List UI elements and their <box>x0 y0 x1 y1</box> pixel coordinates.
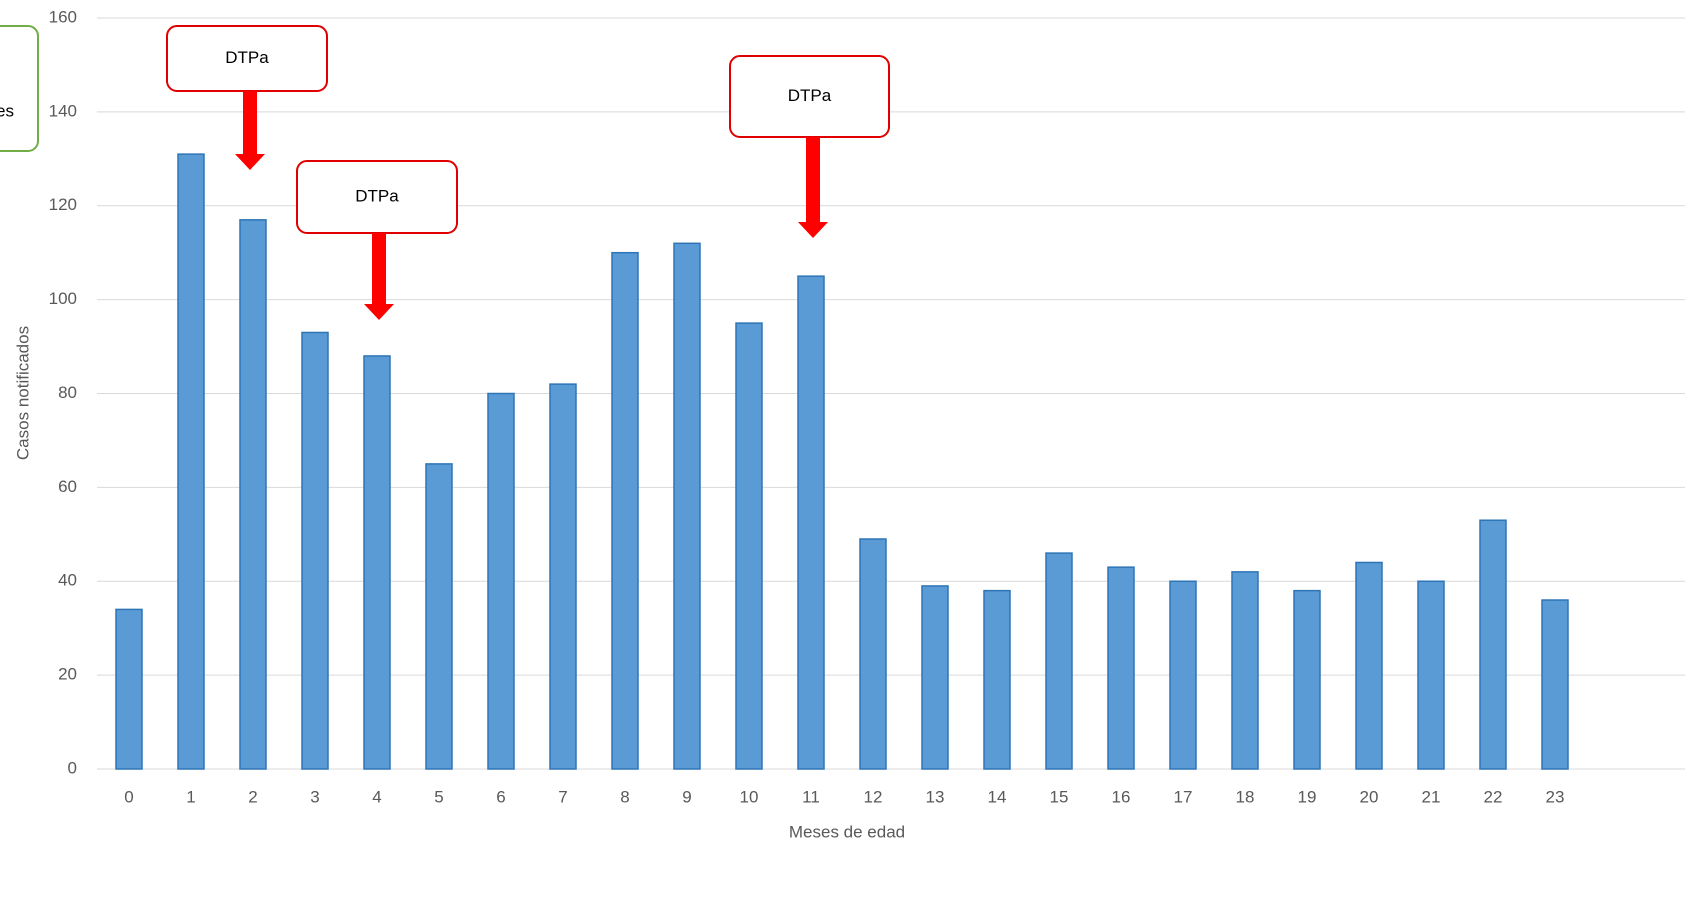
y-tick-label: 120 <box>49 195 77 214</box>
annotation-arrow <box>235 91 265 170</box>
bar <box>239 219 267 770</box>
bar <box>549 383 577 770</box>
annotation-arrow <box>798 137 828 238</box>
bar <box>921 585 949 770</box>
x-tick-label: 19 <box>1298 787 1317 806</box>
bar <box>735 322 763 770</box>
x-tick-label: 10 <box>740 787 759 806</box>
bar <box>425 463 453 770</box>
x-tick-label: 7 <box>558 787 567 806</box>
x-tick-label: 20 <box>1360 787 1379 806</box>
x-axis-title: Meses de edad <box>789 822 905 841</box>
bar <box>363 355 391 770</box>
bar <box>1231 571 1259 770</box>
bar <box>1479 519 1507 770</box>
y-tick-label: 0 <box>68 758 77 777</box>
x-tick-label: 3 <box>310 787 319 806</box>
x-tick-label: 12 <box>864 787 883 806</box>
x-tick-label: 2 <box>248 787 257 806</box>
x-tick-label: 1 <box>186 787 195 806</box>
bar <box>797 275 825 770</box>
annotation-arrow <box>364 233 394 320</box>
bar <box>983 589 1011 770</box>
bar <box>1355 561 1383 770</box>
x-tick-label: 18 <box>1236 787 1255 806</box>
x-tick-label: 23 <box>1546 787 1565 806</box>
bar <box>177 153 205 770</box>
x-tick-label: 22 <box>1484 787 1503 806</box>
bar <box>1169 580 1197 770</box>
x-tick-label: 8 <box>620 787 629 806</box>
x-tick-label: 6 <box>496 787 505 806</box>
bar <box>859 538 887 770</box>
annotation-text: DTPa <box>225 48 269 67</box>
y-tick-label: 160 <box>49 7 77 26</box>
annotation-text: es <box>0 101 14 120</box>
bar <box>1417 580 1445 770</box>
x-tick-label: 17 <box>1174 787 1193 806</box>
y-tick-label: 60 <box>58 477 77 496</box>
x-tick-label: 4 <box>372 787 381 806</box>
bar <box>611 251 639 770</box>
bar <box>487 392 515 770</box>
bar <box>1045 552 1073 770</box>
y-axis-title: Casos notificados <box>13 326 32 460</box>
bar <box>1541 599 1569 770</box>
x-tick-label: 9 <box>682 787 691 806</box>
x-tick-label: 16 <box>1112 787 1131 806</box>
x-tick-label: 5 <box>434 787 443 806</box>
x-tick-label: 15 <box>1050 787 1069 806</box>
bar <box>673 242 701 770</box>
x-tick-label: 21 <box>1422 787 1441 806</box>
annotation-text: DTPa <box>788 86 832 105</box>
annotation-text: DTPa <box>355 186 399 205</box>
bar <box>301 331 329 770</box>
bar <box>115 608 143 770</box>
annotation-box <box>0 25 39 152</box>
y-tick-label: 20 <box>58 665 77 684</box>
y-tick-label: 140 <box>49 101 77 120</box>
bar <box>1293 589 1321 770</box>
x-tick-label: 13 <box>926 787 945 806</box>
x-tick-label: 14 <box>988 787 1007 806</box>
y-tick-label: 100 <box>49 289 77 308</box>
x-tick-label: 0 <box>124 787 133 806</box>
x-tick-label: 11 <box>802 787 820 806</box>
y-tick-label: 40 <box>58 571 77 590</box>
bar <box>1107 566 1135 770</box>
y-tick-label: 80 <box>58 383 77 402</box>
